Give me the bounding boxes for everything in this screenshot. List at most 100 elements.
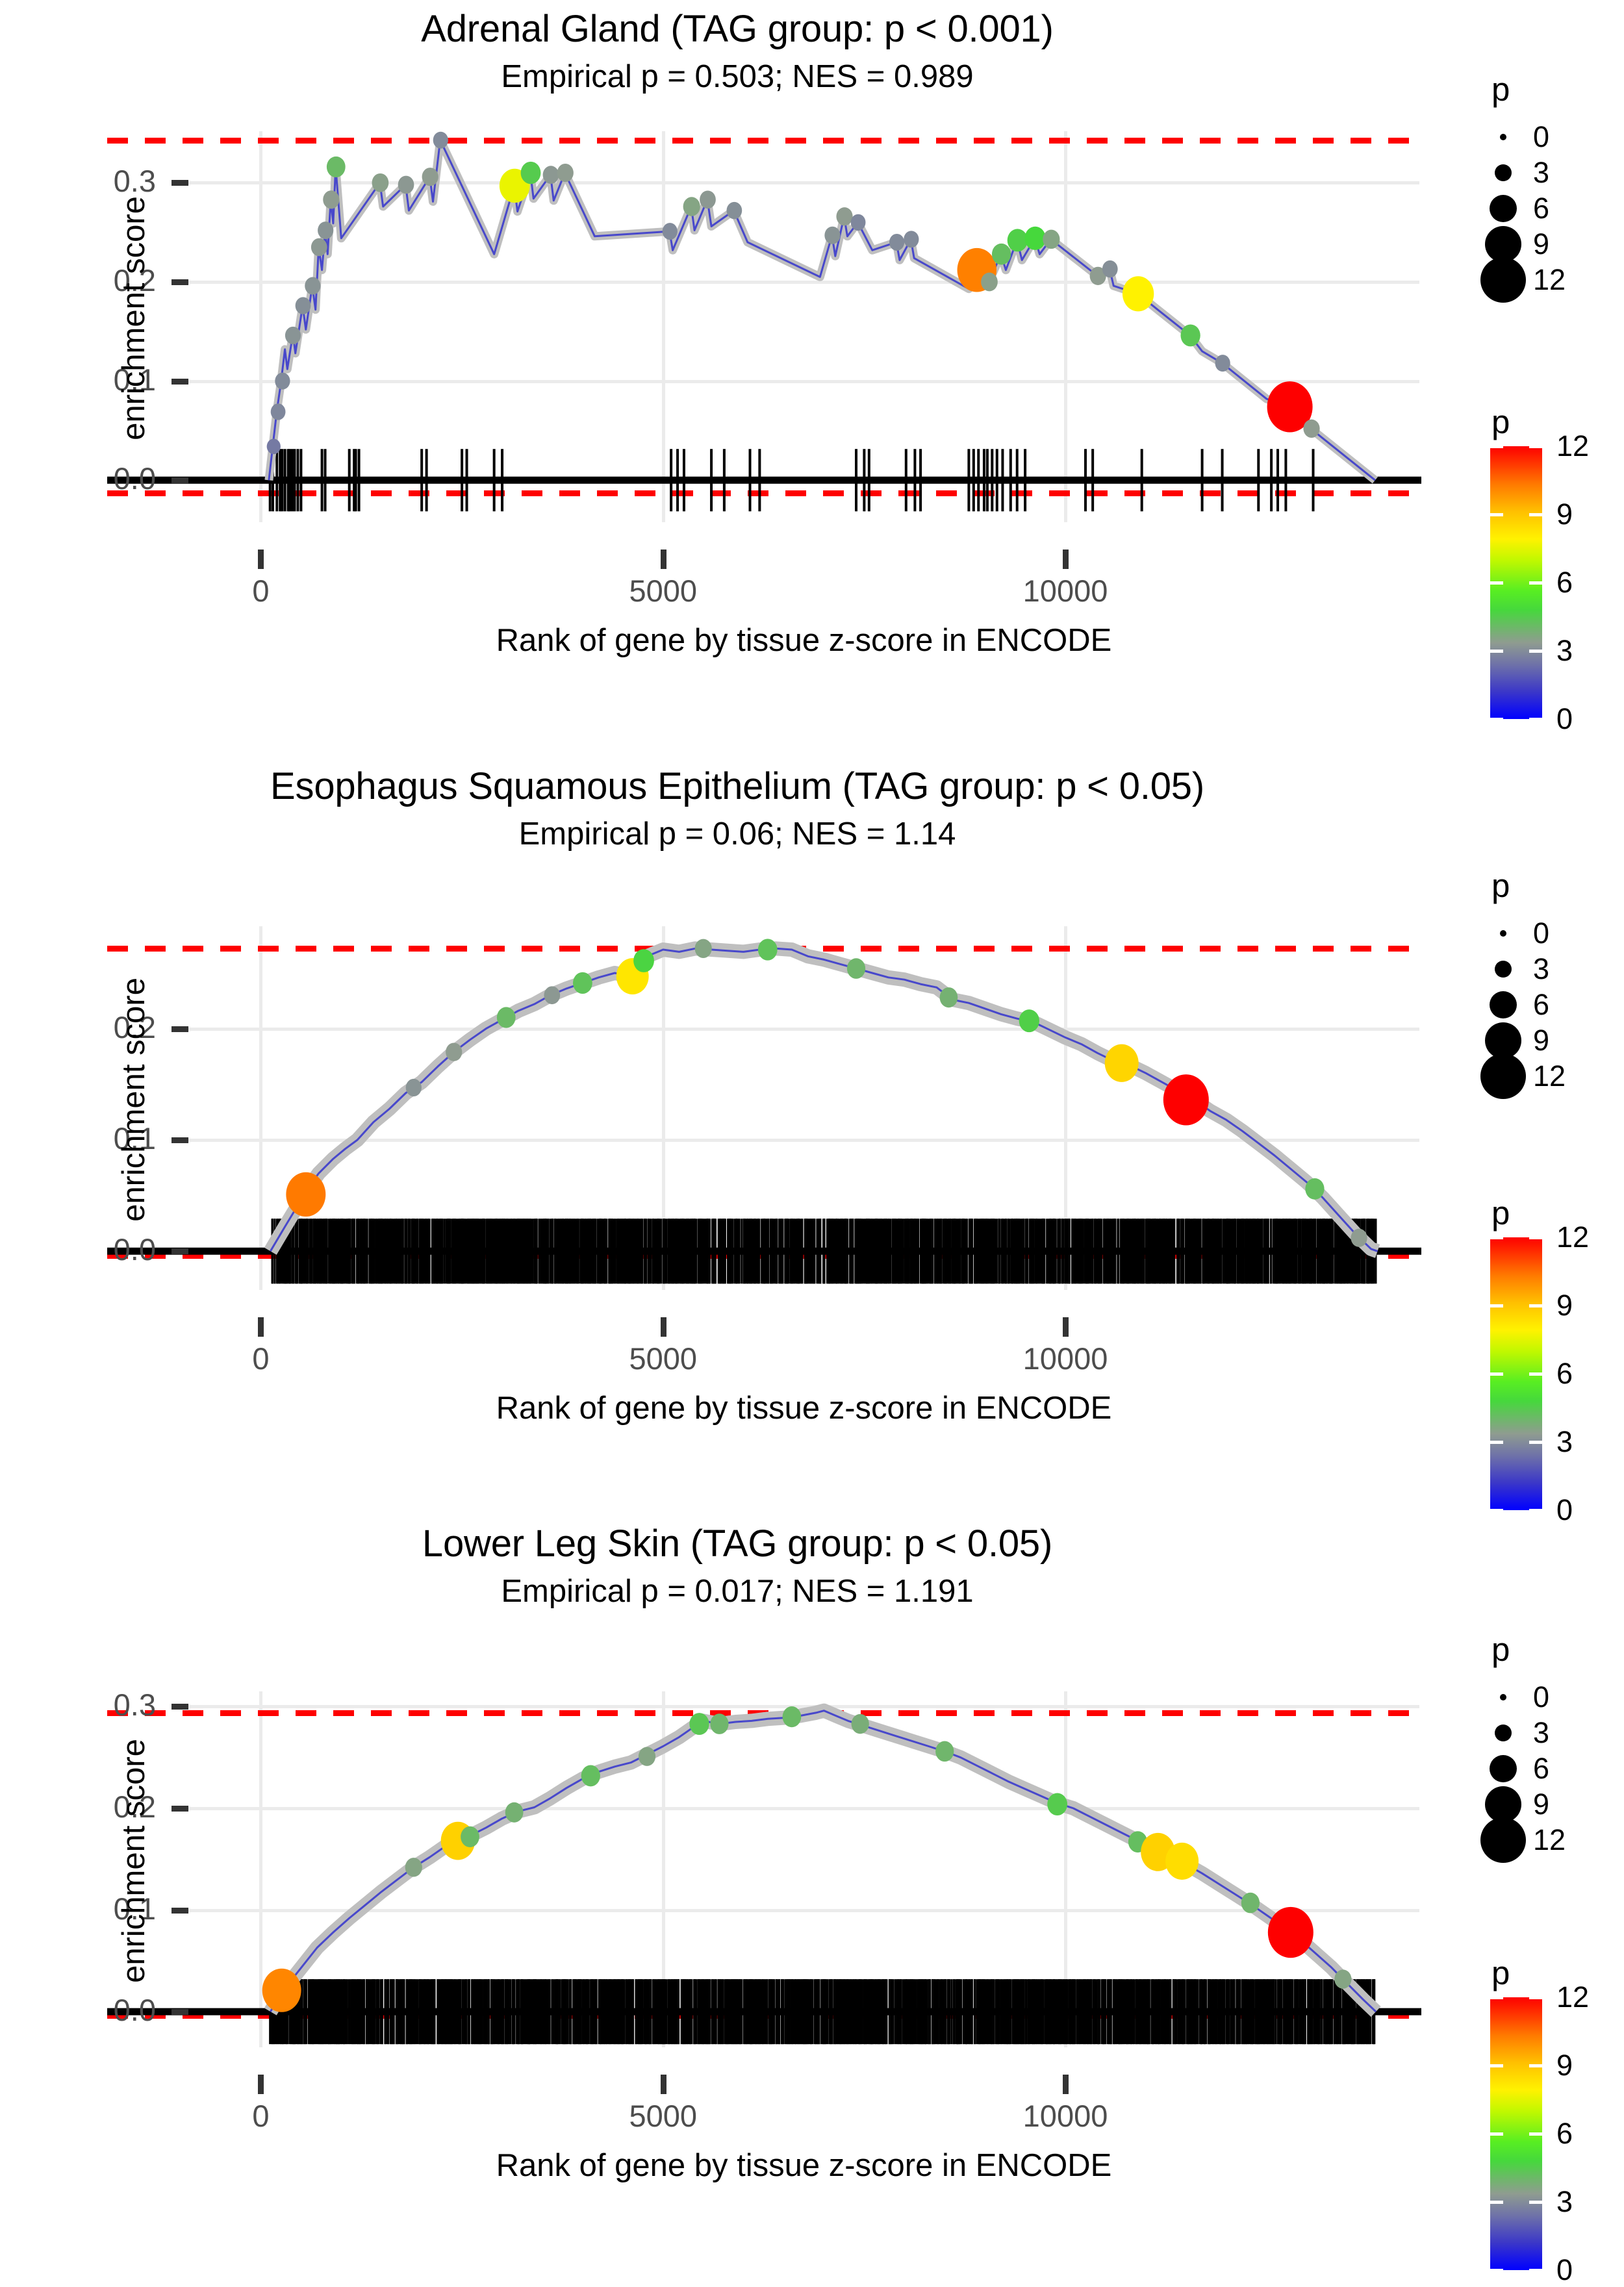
color-legend-tick (1490, 2132, 1503, 2136)
color-legend-label: 0 (1556, 2253, 1573, 2286)
size-legend-key (1473, 257, 1533, 303)
gridline-vertical (1064, 131, 1068, 522)
size-legend-key (1473, 1693, 1533, 1700)
gene-point (305, 277, 321, 295)
gene-point (1215, 355, 1230, 372)
color-legend-tick (1529, 2132, 1542, 2136)
gene-point (726, 201, 742, 220)
x-axis-tick (660, 1317, 666, 1337)
size-legend-dot-icon (1495, 960, 1512, 978)
running-es-band (264, 941, 1380, 1258)
size-legend-row: 6 (1473, 190, 1566, 226)
x-axis-title: Rank of gene by tissue z-score in ENCODE (496, 623, 1112, 658)
size-legend-row: 3 (1473, 951, 1566, 987)
gene-point (1334, 1969, 1352, 1989)
size-legend-dot-icon (1480, 1053, 1526, 1099)
y-axis-tick (171, 1248, 188, 1255)
color-legend-tick (1490, 2200, 1503, 2204)
gene-point (496, 1007, 516, 1028)
size-legend-key (1473, 194, 1533, 222)
size-legend-label: 3 (1533, 952, 1550, 985)
color-legend-tick (1529, 581, 1542, 585)
color-legend-tick (1529, 1995, 1542, 1999)
color-legend-tick (1529, 1235, 1542, 1239)
gene-point (846, 958, 866, 979)
size-legend-label: 6 (1533, 191, 1550, 225)
gene-point (1180, 324, 1200, 347)
gene-point (981, 272, 998, 292)
gene-point (266, 438, 281, 455)
y-axis-tick-label: 0.2 (113, 1789, 156, 1825)
color-legend-label: 9 (1556, 498, 1573, 531)
plot-area: 0.0 0.1 0.2 0.3 0 5000 10000 enrichment score Ra… (0, 1515, 1462, 2272)
gene-point (662, 223, 678, 240)
x-axis-tick-label: 5000 (629, 1341, 698, 1376)
max-es-threshold-line (107, 137, 1421, 144)
gene-point (889, 233, 905, 251)
color-legend-label: 0 (1556, 1493, 1573, 1526)
y-axis-tick (171, 1907, 188, 1914)
x-axis-title: Rank of gene by tissue z-score in ENCODE (496, 1391, 1112, 1426)
size-legend-key (1473, 1754, 1533, 1782)
gene-point (1163, 1074, 1209, 1126)
size-legend-row: 3 (1473, 155, 1566, 190)
x-axis-title: Rank of gene by tissue z-score in ENCODE (496, 2148, 1112, 2183)
color-legend-label: 6 (1556, 566, 1573, 599)
gene-point (1089, 266, 1106, 285)
x-axis-tick (1063, 1317, 1069, 1337)
gene-points (262, 1706, 1352, 2012)
gene-point (1047, 1793, 1068, 1816)
panel-subtitle: Empirical p = 0.503; NES = 0.989 (501, 58, 974, 94)
size-legend-dot-icon (1495, 164, 1512, 181)
size-legend-row: 9 (1473, 1786, 1566, 1823)
color-legend-tick (1529, 1304, 1542, 1308)
color-legend-tick (1490, 1995, 1503, 1999)
size-legend-label: 12 (1533, 262, 1566, 296)
y-axis-tick-label: 0.1 (113, 362, 156, 397)
gene-point (581, 1765, 600, 1787)
min-es-threshold-line (107, 490, 1421, 497)
gene-point (700, 190, 716, 209)
color-legend-label: 3 (1556, 634, 1573, 667)
x-axis-tick-label: 10000 (1022, 2099, 1108, 2133)
size-legend-dot-icon (1500, 929, 1506, 937)
size-legend-row: 0 (1473, 1679, 1566, 1715)
size-legend-row: 9 (1473, 225, 1566, 262)
gene-point (405, 1078, 422, 1097)
gsea-panel-3: Lower Leg Skin (TAG group: p < 0.05) Empi… (0, 1515, 1624, 2286)
size-legend-row: 12 (1473, 1053, 1566, 1099)
size-legend-label: 3 (1533, 1715, 1550, 1749)
y-axis-tick (171, 1806, 188, 1812)
size-legend-row: 3 (1473, 1715, 1566, 1750)
size-legend-key (1473, 1022, 1533, 1059)
size-legend-title: p (1491, 1631, 1510, 1668)
gridline-vertical (259, 1691, 263, 2047)
size-legend-label: 0 (1533, 916, 1550, 950)
gridline-horizontal (188, 281, 1419, 284)
gene-point (295, 297, 311, 314)
color-legend-tick (1490, 512, 1503, 516)
x-axis-tick-label: 5000 (629, 2099, 698, 2133)
size-legend-dot-icon (1500, 133, 1506, 140)
panel-title-block: Lower Leg Skin (TAG group: p < 0.05) Empi… (0, 1515, 1624, 1610)
color-legend-tick (1529, 1508, 1542, 1512)
gridline-horizontal (188, 1138, 1419, 1142)
color-legend-tick (1490, 649, 1503, 653)
gene-point (1305, 1178, 1325, 1200)
y-axis-tick-label: 0.1 (113, 1120, 156, 1156)
gridline-vertical (259, 131, 263, 522)
gene-point (275, 372, 290, 390)
size-legend: p 0 3 6 9 12 (1473, 866, 1566, 1099)
x-axis-tick (660, 550, 666, 569)
color-legend: p 12 9 6 3 0 (1473, 1194, 1589, 1526)
x-axis-tick (1063, 550, 1069, 569)
color-legend-tick (1490, 2268, 1503, 2272)
color-legend-label: 12 (1556, 1220, 1590, 1254)
size-legend-label: 9 (1533, 1023, 1550, 1057)
gene-point (446, 1042, 463, 1061)
gene-point (326, 156, 346, 178)
color-legend-tick (1529, 2200, 1542, 2204)
color-legend: p 12 9 6 3 0 (1473, 1954, 1589, 2286)
size-legend-dot-icon (1500, 1693, 1506, 1700)
y-axis-tick (171, 1137, 188, 1143)
